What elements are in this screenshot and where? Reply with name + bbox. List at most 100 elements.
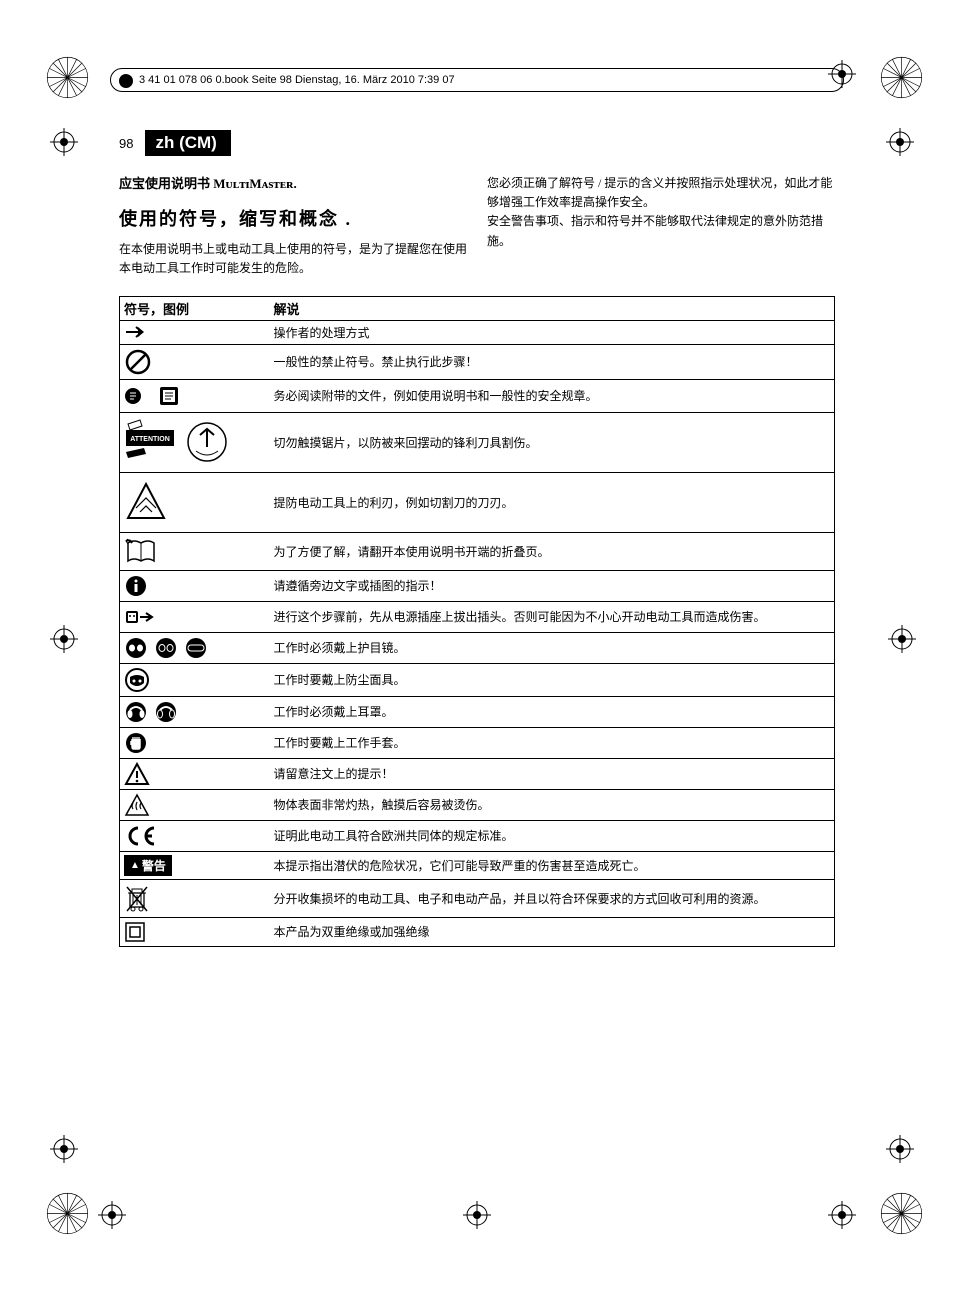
description-cell: 为了方便了解，请翻开本使用说明书开端的折叠页。 [270, 532, 835, 570]
symbol-cell [120, 727, 270, 758]
description-cell: 证明此电动工具符合欧洲共同体的规定标准。 [270, 820, 835, 851]
table-row: 操作者的处理方式 [120, 320, 835, 344]
symbol-cell [120, 879, 270, 917]
registration-mark-icon [50, 1135, 78, 1163]
table-row: 警告 本提示指出潜伏的危险状况，它们可能导致严重的伤害甚至造成死亡。 [120, 851, 835, 879]
registration-mark-icon [886, 128, 914, 156]
table-row: 提防电动工具上的利刃，例如切割刀的刀刃。 [120, 472, 835, 532]
symbol-cell [120, 758, 270, 789]
ce-icon [124, 824, 266, 848]
table-row: 工作时要戴上工作手套。 [120, 727, 835, 758]
table-row: 工作时必须戴上护目镜。 [120, 632, 835, 663]
symbol-cell [120, 379, 270, 412]
description-cell: 本提示指出潜伏的危险状况，它们可能导致严重的伤害甚至造成死亡。 [270, 851, 835, 879]
mask-icon [124, 667, 266, 693]
section-title: 使用的符号，缩写和概念 . [119, 205, 467, 234]
description-cell: 工作时必须戴上护目镜。 [270, 632, 835, 663]
symbol-cell [120, 320, 270, 344]
weee-icon [124, 883, 266, 913]
table-row: 进行这个步骤前，先从电源插座上拔出插头。否则可能因为不小心开动电动工具而造成伤害… [120, 601, 835, 632]
crop-mark-bl [45, 1191, 90, 1236]
description-cell: 切勿触摸锯片，以防被来回摆动的锋利刀具割伤。 [270, 412, 835, 472]
symbol-cell [120, 663, 270, 696]
description-cell: 一般性的禁止符号。禁止执行此步骤！ [270, 344, 835, 379]
symbol-cell: 警告 [120, 851, 270, 879]
book-header: 3 41 01 078 06 0.book Seite 98 Dienstag,… [110, 68, 844, 92]
symbol-cell [120, 570, 270, 601]
registration-mark-icon [828, 1201, 856, 1229]
intro-section: 应宝使用说明书 MᴜʟᴛɪMᴀsᴛᴇʀ. 使用的符号，缩写和概念 . 在本使用说… [119, 174, 835, 278]
language-badge: zh (CM) [145, 130, 230, 156]
table-row: 证明此电动工具符合欧洲共同体的规定标准。 [120, 820, 835, 851]
intro-paragraph: 您必须正确了解符号 / 提示的含义并按照指示处理状况，如此才能够增强工作效率提高… [487, 174, 835, 212]
crop-mark-tl [45, 55, 90, 100]
crop-mark-tr [879, 55, 924, 100]
symbol-cell [120, 601, 270, 632]
registration-mark-icon [50, 128, 78, 156]
goggles-icon [124, 636, 266, 660]
svg-text:ATTENTION: ATTENTION [130, 436, 170, 443]
table-header-symbol: 符号，图例 [120, 296, 270, 320]
table-row: 一般性的禁止符号。禁止执行此步骤！ [120, 344, 835, 379]
page-content: 98 zh (CM) 应宝使用说明书 MᴜʟᴛɪMᴀsᴛᴇʀ. 使用的符号，缩写… [119, 130, 835, 947]
description-cell: 工作时必须戴上耳罩。 [270, 696, 835, 727]
caution-icon [124, 762, 266, 786]
registration-mark-icon [886, 1135, 914, 1163]
table-row: 物体表面非常灼热，触摸后容易被烫伤。 [120, 789, 835, 820]
description-cell: 务必阅读附带的文件，例如使用说明书和一般性的安全规章。 [270, 379, 835, 412]
open-page-icon [124, 537, 266, 565]
gloves-icon [124, 731, 266, 755]
registration-mark-icon [50, 625, 78, 653]
symbol-cell [120, 789, 270, 820]
symbol-cell [120, 696, 270, 727]
symbol-cell [120, 917, 270, 946]
page-number: 98 [119, 136, 133, 151]
description-cell: 请遵循旁边文字或插图的指示！ [270, 570, 835, 601]
symbol-cell [120, 632, 270, 663]
symbol-cell [120, 344, 270, 379]
table-row: 请遵循旁边文字或插图的指示！ [120, 570, 835, 601]
description-cell: 分开收集损坏的电动工具、电子和电动产品，并且以符合环保要求的方式回收可利用的资源… [270, 879, 835, 917]
table-header-description: 解说 [270, 296, 835, 320]
table-row: 务必阅读附带的文件，例如使用说明书和一般性的安全规章。 [120, 379, 835, 412]
hot-icon [124, 793, 266, 817]
product-line: 应宝使用说明书 MᴜʟᴛɪMᴀsᴛᴇʀ. [119, 174, 467, 195]
info-icon [124, 574, 266, 598]
description-cell: 请留意注文上的提示！ [270, 758, 835, 789]
unplug-icon [124, 605, 266, 629]
symbol-cell: ATTENTION [120, 412, 270, 472]
table-row: 为了方便了解，请翻开本使用说明书开端的折叠页。 [120, 532, 835, 570]
description-cell: 工作时要戴上工作手套。 [270, 727, 835, 758]
intro-paragraph: 在本使用说明书上或电动工具上使用的符号，是为了提醒您在使用本电动工具工作时可能发… [119, 240, 467, 278]
class2-icon [124, 921, 266, 943]
table-row: ATTENTION 切勿触摸锯片，以防被来回摆动的锋利刀具割伤。 [120, 412, 835, 472]
document-page: 3 41 01 078 06 0.book Seite 98 Dienstag,… [0, 0, 954, 1291]
warning-label-icon: 警告 [124, 855, 266, 876]
description-cell: 进行这个步骤前，先从电源插座上拔出插头。否则可能因为不小心开动电动工具而造成伤害… [270, 601, 835, 632]
intro-left-column: 应宝使用说明书 MᴜʟᴛɪMᴀsᴛᴇʀ. 使用的符号，缩写和概念 . 在本使用说… [119, 174, 467, 278]
registration-mark-icon [888, 625, 916, 653]
book-info-text: 3 41 01 078 06 0.book Seite 98 Dienstag,… [139, 74, 455, 86]
symbol-cell [120, 472, 270, 532]
description-cell: 本产品为双重绝缘或加强绝缘 [270, 917, 835, 946]
symbol-cell [120, 820, 270, 851]
description-cell: 操作者的处理方式 [270, 320, 835, 344]
symbols-table: 符号，图例 解说 操作者的处理方式一般性的禁止符号。禁止执行此步骤！务必阅读附带… [119, 296, 835, 947]
attention-blade-icon: ATTENTION [124, 418, 266, 466]
crop-mark-br [879, 1191, 924, 1236]
blade-warning-icon [124, 480, 266, 524]
registration-mark-icon [463, 1201, 491, 1229]
read-docs-icon [124, 383, 266, 409]
table-row: 本产品为双重绝缘或加强绝缘 [120, 917, 835, 946]
arrow-icon [124, 325, 266, 339]
prohibit-icon [124, 348, 266, 376]
warning-badge: 警告 [124, 855, 172, 876]
table-row: 工作时要戴上防尘面具。 [120, 663, 835, 696]
description-cell: 工作时要戴上防尘面具。 [270, 663, 835, 696]
symbol-cell [120, 532, 270, 570]
table-row: 分开收集损坏的电动工具、电子和电动产品，并且以符合环保要求的方式回收可利用的资源… [120, 879, 835, 917]
description-cell: 物体表面非常灼热，触摸后容易被烫伤。 [270, 789, 835, 820]
description-cell: 提防电动工具上的利刃，例如切割刀的刀刃。 [270, 472, 835, 532]
earmuffs-icon [124, 700, 266, 724]
intro-paragraph: 安全警告事项、指示和符号并不能够取代法律规定的意外防范措施。 [487, 212, 835, 250]
